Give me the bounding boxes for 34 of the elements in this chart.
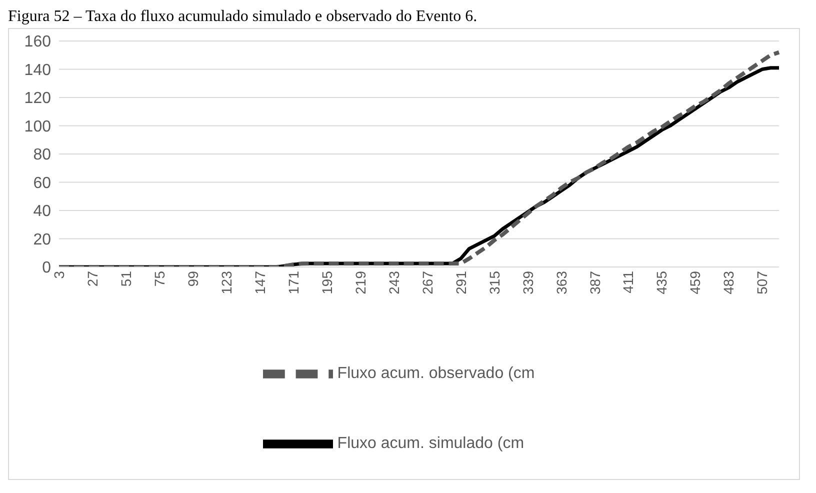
x-tick-label: 459: [687, 270, 704, 294]
y-tick-label: 40: [33, 203, 52, 220]
x-tick-label: 435: [654, 270, 670, 294]
x-tick-label: 219: [352, 270, 368, 294]
x-tick-label: 483: [720, 270, 737, 294]
x-tick-label: 75: [151, 270, 168, 287]
x-tick-label: 315: [486, 270, 502, 294]
chart-title: Figura 52 – Taxa do fluxo acumulado simulado e observado do Evento 6.: [8, 8, 478, 26]
x-tick-label: 27: [84, 270, 100, 287]
y-tick-label: 140: [24, 62, 52, 79]
x-tick-label: 291: [452, 270, 469, 294]
x-tick-label: 507: [754, 270, 770, 294]
legend-label: Fluxo acum. simulado (cm: [337, 435, 524, 452]
x-tick-label: 3: [50, 270, 67, 279]
y-tick-label: 160: [24, 34, 52, 51]
x-tick-label: 387: [586, 270, 603, 294]
x-tick-label: 339: [520, 270, 536, 294]
x-tick-label: 147: [252, 270, 268, 294]
x-tick-label: 99: [184, 270, 201, 287]
x-tick-label: 363: [553, 270, 570, 294]
x-tick-label: 171: [285, 270, 302, 294]
legend-label: Fluxo acum. observado (cm: [337, 365, 535, 382]
x-tick-label: 243: [386, 270, 402, 294]
y-tick-label: 0: [42, 260, 52, 277]
x-tick-label: 123: [218, 270, 234, 294]
x-tick-label: 195: [318, 270, 335, 294]
y-tick-label: 80: [33, 146, 52, 164]
x-tick-label: 411: [620, 270, 636, 294]
x-tick-label: 51: [118, 270, 134, 287]
x-tick-label: 267: [419, 270, 436, 294]
y-tick-label: 120: [24, 90, 52, 108]
y-tick-label: 100: [24, 118, 52, 136]
y-tick-label: 60: [33, 174, 52, 192]
y-tick-label: 20: [33, 231, 52, 248]
